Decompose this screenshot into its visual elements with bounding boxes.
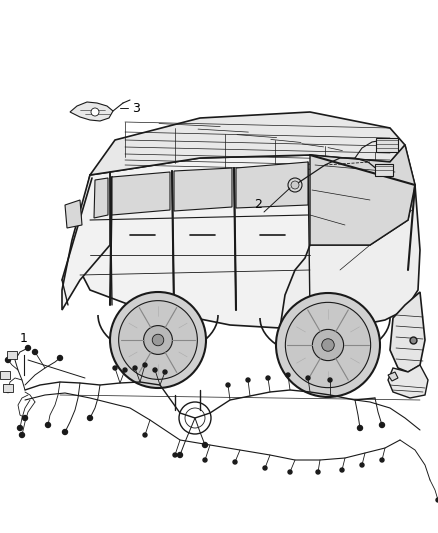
Circle shape bbox=[312, 329, 343, 361]
Polygon shape bbox=[112, 172, 170, 215]
Circle shape bbox=[123, 368, 127, 372]
Polygon shape bbox=[388, 365, 428, 398]
Circle shape bbox=[91, 108, 99, 116]
Circle shape bbox=[266, 376, 270, 380]
Circle shape bbox=[233, 460, 237, 464]
Circle shape bbox=[360, 463, 364, 467]
Bar bbox=[0, 371, 10, 379]
Circle shape bbox=[113, 366, 117, 370]
Circle shape bbox=[143, 433, 147, 437]
Circle shape bbox=[119, 301, 198, 379]
Circle shape bbox=[152, 334, 164, 346]
Circle shape bbox=[46, 423, 50, 427]
Polygon shape bbox=[280, 185, 420, 328]
Circle shape bbox=[18, 425, 22, 431]
Circle shape bbox=[203, 458, 207, 462]
Circle shape bbox=[173, 453, 177, 457]
Circle shape bbox=[263, 466, 267, 470]
Circle shape bbox=[306, 376, 310, 380]
Bar bbox=[376, 138, 398, 152]
Circle shape bbox=[177, 453, 183, 457]
Circle shape bbox=[340, 468, 344, 472]
Polygon shape bbox=[390, 292, 425, 372]
Polygon shape bbox=[388, 372, 398, 381]
Circle shape bbox=[133, 366, 137, 370]
Circle shape bbox=[144, 326, 173, 354]
Circle shape bbox=[322, 339, 334, 351]
Circle shape bbox=[163, 370, 167, 374]
Polygon shape bbox=[62, 172, 110, 310]
Bar bbox=[375, 164, 393, 176]
Bar bbox=[3, 384, 13, 392]
Polygon shape bbox=[310, 145, 415, 245]
Text: 1: 1 bbox=[20, 332, 28, 345]
Circle shape bbox=[202, 442, 208, 448]
Circle shape bbox=[32, 350, 38, 354]
Polygon shape bbox=[65, 200, 82, 228]
Circle shape bbox=[57, 356, 63, 360]
Polygon shape bbox=[90, 112, 405, 175]
Circle shape bbox=[6, 358, 11, 362]
Circle shape bbox=[286, 373, 290, 377]
Bar bbox=[7, 351, 17, 359]
Circle shape bbox=[286, 302, 371, 387]
Circle shape bbox=[276, 293, 380, 397]
Circle shape bbox=[357, 425, 363, 431]
Polygon shape bbox=[94, 178, 108, 218]
Circle shape bbox=[110, 292, 206, 388]
Circle shape bbox=[288, 470, 292, 474]
Circle shape bbox=[436, 498, 438, 502]
Circle shape bbox=[379, 423, 385, 427]
Polygon shape bbox=[70, 102, 113, 121]
Circle shape bbox=[63, 430, 67, 434]
Circle shape bbox=[291, 181, 299, 189]
Circle shape bbox=[20, 432, 25, 438]
Circle shape bbox=[22, 416, 28, 421]
Polygon shape bbox=[236, 162, 308, 208]
Circle shape bbox=[246, 378, 250, 382]
Circle shape bbox=[153, 368, 157, 372]
Circle shape bbox=[380, 458, 384, 462]
Polygon shape bbox=[72, 145, 415, 328]
Circle shape bbox=[25, 345, 31, 351]
Circle shape bbox=[316, 470, 320, 474]
Text: 3: 3 bbox=[132, 101, 140, 115]
Circle shape bbox=[88, 416, 92, 421]
Circle shape bbox=[226, 383, 230, 387]
Polygon shape bbox=[174, 168, 232, 211]
Text: 2: 2 bbox=[254, 198, 262, 212]
Circle shape bbox=[143, 363, 147, 367]
Circle shape bbox=[328, 378, 332, 382]
Circle shape bbox=[6, 387, 11, 392]
